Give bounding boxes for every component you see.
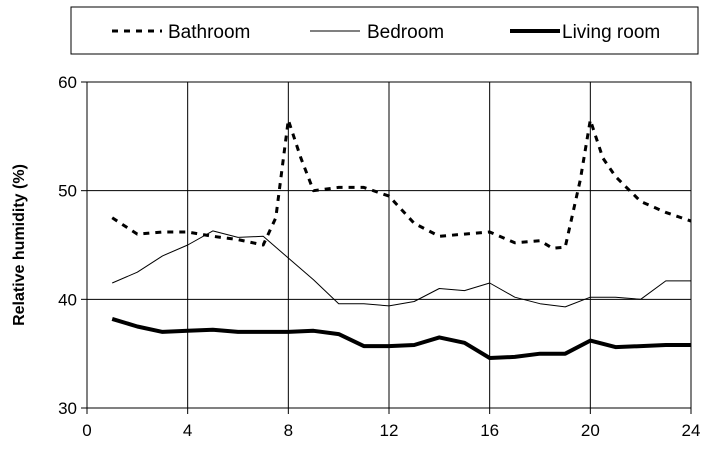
x-tick-label: 4 bbox=[183, 421, 192, 440]
legend-box bbox=[70, 6, 699, 55]
x-tick-label: 8 bbox=[284, 421, 293, 440]
series-lines bbox=[111, 118, 692, 360]
x-tick-label: 16 bbox=[480, 421, 499, 440]
gridlines bbox=[87, 82, 691, 408]
y-tick-label: 60 bbox=[58, 73, 77, 92]
legend: Bathroom Bedroom Living room bbox=[112, 22, 660, 43]
x-tick-label: 0 bbox=[82, 421, 91, 440]
y-tick-label: 30 bbox=[58, 399, 77, 418]
legend-label-bedroom: Bedroom bbox=[367, 22, 444, 43]
y-axis-label: Relative humidity (%) bbox=[11, 164, 28, 326]
y-tick-label: 50 bbox=[58, 182, 77, 201]
series-line-bedroom bbox=[112, 230, 691, 308]
x-tick-label: 12 bbox=[380, 421, 399, 440]
y-tick-label: 40 bbox=[58, 290, 77, 309]
series-line-living-room bbox=[111, 316, 691, 360]
x-tick-label: 20 bbox=[581, 421, 600, 440]
axes: 0 4 8 12 16 20 24 30 40 50 60 bbox=[58, 73, 700, 440]
series-line-bathroom bbox=[111, 118, 692, 250]
legend-label-living-room: Living room bbox=[562, 22, 660, 43]
x-tick-label: 24 bbox=[682, 421, 701, 440]
legend-label-bathroom: Bathroom bbox=[168, 22, 250, 43]
